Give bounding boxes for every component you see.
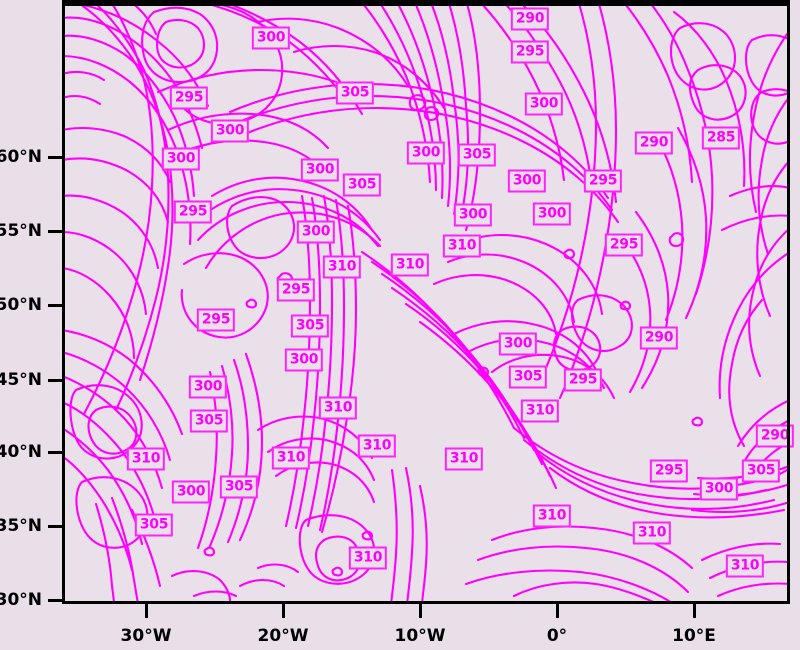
contour-label: 300 — [699, 477, 739, 501]
contour-label: 305 — [457, 143, 497, 167]
contour-label: 305 — [741, 459, 781, 483]
contour-label: 295 — [604, 233, 644, 257]
contour-label: 290 — [639, 326, 679, 350]
y-tick — [48, 525, 62, 528]
contour-label: 300 — [498, 332, 538, 356]
contour-label: 310 — [126, 447, 166, 471]
contour-label: 305 — [189, 409, 229, 433]
contour-label: 295 — [276, 278, 316, 302]
contour-label: 285 — [701, 126, 741, 150]
x-tick — [145, 604, 148, 618]
contour-label: 295 — [510, 40, 550, 64]
y-tick — [48, 230, 62, 233]
contour-label: 305 — [508, 365, 548, 389]
contour-label: 310 — [632, 521, 672, 545]
x-tick-label: 0° — [546, 626, 568, 646]
contour-label: 300 — [284, 348, 324, 372]
contour-label: 305 — [219, 475, 259, 499]
y-tick — [48, 599, 62, 602]
contour-label: 290 — [510, 7, 550, 31]
contour-label: 310 — [442, 234, 482, 258]
contour-label: 310 — [390, 253, 430, 277]
contour-label: 300 — [406, 141, 446, 165]
contour-label: 290 — [634, 131, 674, 155]
contour-label: 310 — [348, 546, 388, 570]
x-tick-label: 30°W — [120, 626, 172, 646]
y-tick — [48, 379, 62, 382]
contour-label: 300 — [532, 202, 572, 226]
y-tick-label: 35°N — [0, 516, 42, 536]
contour-label: 305 — [290, 314, 330, 338]
x-tick-label: 20°W — [257, 626, 309, 646]
contour-label: 310 — [318, 396, 358, 420]
y-tick-label: 60°N — [0, 147, 42, 167]
contour-label: 305 — [134, 513, 174, 537]
contour-label: 310 — [271, 446, 311, 470]
contour-label: 300 — [524, 92, 564, 116]
contour-label: 310 — [725, 554, 765, 578]
contour-label: 295 — [196, 308, 236, 332]
contour-label: 310 — [322, 255, 362, 279]
y-tick — [48, 451, 62, 454]
contour-label: 300 — [453, 203, 493, 227]
contour-label: 295 — [563, 368, 603, 392]
contour-label: 305 — [335, 81, 375, 105]
contour-label: 295 — [169, 86, 209, 110]
contour-label: 310 — [532, 504, 572, 528]
contour-label: 305 — [342, 173, 382, 197]
y-tick — [48, 156, 62, 159]
plot-area: 3002902952852953053002902853003003003053… — [62, 0, 795, 604]
contour-label: 300 — [296, 220, 336, 244]
contour-label: 310 — [444, 447, 484, 471]
contour-label: 295 — [173, 200, 213, 224]
x-tick-label: 10°E — [672, 626, 716, 646]
y-tick-label: 40°N — [0, 442, 42, 462]
y-tick-label: 30°N — [0, 590, 42, 610]
contour-label: 300 — [251, 26, 291, 50]
contour-label: 300 — [171, 480, 211, 504]
contour-label: 295 — [649, 459, 689, 483]
contour-label: 300 — [210, 119, 250, 143]
y-tick-label: 45°N — [0, 370, 42, 390]
contour-label: 300 — [188, 375, 228, 399]
contour-label: 300 — [507, 169, 547, 193]
contour-label: 310 — [520, 399, 560, 423]
x-tick-label: 10°W — [394, 626, 446, 646]
contour-label: 310 — [357, 434, 397, 458]
contour-label: 295 — [583, 169, 623, 193]
contour-label: 290 — [755, 424, 795, 448]
contour-label: 300 — [161, 147, 201, 171]
contour-label: 300 — [300, 158, 340, 182]
x-tick — [419, 604, 422, 618]
y-tick-label: 50°N — [0, 295, 42, 315]
x-tick — [282, 604, 285, 618]
y-tick — [48, 304, 62, 307]
x-tick — [693, 604, 696, 618]
y-tick-label: 55°N — [0, 221, 42, 241]
x-tick — [556, 604, 559, 618]
